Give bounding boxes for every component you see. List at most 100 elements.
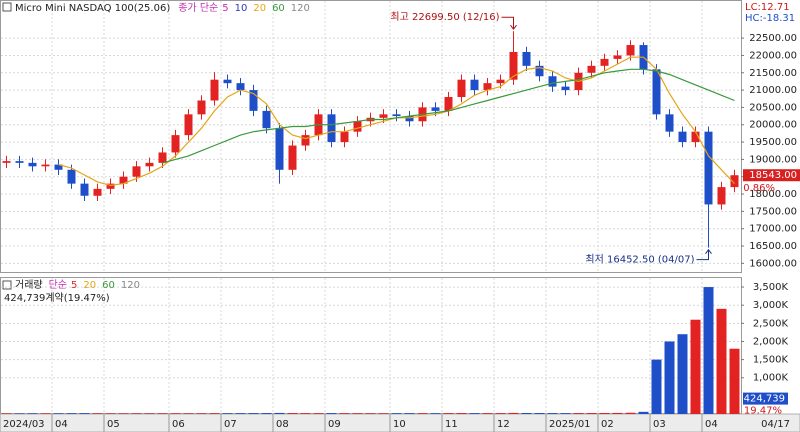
volume-info: 424,739계약(19.47%) xyxy=(4,292,110,304)
candle-body xyxy=(522,51,531,66)
y-tick-label: 2,500K xyxy=(753,318,789,329)
volume-bar xyxy=(625,412,636,414)
high-arrow xyxy=(501,16,517,31)
checkbox[interactable] xyxy=(2,2,12,12)
candle-body xyxy=(223,79,232,84)
low-arrow xyxy=(696,248,712,261)
volume-bar xyxy=(703,287,714,414)
candle-body xyxy=(431,107,440,111)
volume-bar xyxy=(378,413,389,414)
candle-body xyxy=(652,69,661,115)
y-tick-label: 21000.00 xyxy=(749,85,797,96)
candle-body xyxy=(210,79,219,101)
legend-entry: 5 xyxy=(222,3,228,14)
candle-body xyxy=(613,55,622,59)
volume-bar xyxy=(27,413,38,414)
volume-bar xyxy=(638,411,649,414)
volume-bar xyxy=(79,413,90,414)
volume-bar xyxy=(144,413,155,414)
y-tick-label: 19500.00 xyxy=(749,137,797,148)
volume-bar xyxy=(456,413,467,414)
candle-body xyxy=(184,114,193,136)
candle-body xyxy=(262,110,271,129)
volume-bar xyxy=(235,413,246,414)
x-tick-label: 12 xyxy=(497,419,510,430)
x-tick-label: 02 xyxy=(601,419,614,430)
y-tick-label: 3,500K xyxy=(753,282,789,293)
candle-body xyxy=(197,100,206,115)
volume-bar xyxy=(1,413,12,414)
candle-body xyxy=(600,58,609,66)
volume-bar xyxy=(690,319,701,414)
volume-bar xyxy=(404,413,415,414)
candle-body xyxy=(54,164,63,170)
ma-label: 단순 xyxy=(49,279,67,291)
candle-body xyxy=(249,90,258,111)
volume-bar xyxy=(443,413,454,414)
volume-bar xyxy=(664,341,675,414)
volume-bar xyxy=(196,413,207,414)
volume-bar xyxy=(560,413,571,414)
x-tick-label: 04 xyxy=(705,419,718,430)
volume-bar xyxy=(209,413,220,414)
candle-body xyxy=(41,164,50,167)
volume-bar xyxy=(92,413,103,414)
candle-body xyxy=(67,169,76,184)
volume-bar xyxy=(482,413,493,414)
y-tick-label: 19000.00 xyxy=(749,154,797,165)
x-tick-label: 2024/03 xyxy=(3,419,45,430)
x-tick-label: 2025/01 xyxy=(549,419,591,430)
last-volume-box xyxy=(743,392,788,405)
volume-bar xyxy=(261,413,272,414)
y-tick-label: 17500.00 xyxy=(749,206,797,217)
y-tick-label: 17000.00 xyxy=(749,224,797,235)
volume-bar xyxy=(534,413,545,414)
volume-bar xyxy=(183,413,194,414)
volume-bar xyxy=(365,413,376,414)
change-label: 0.86% xyxy=(743,183,775,194)
ma-label: 종가 단순 xyxy=(178,2,218,14)
y-tick-label: 18000.00 xyxy=(749,189,797,200)
hc-label: HC:-18.31 xyxy=(745,13,795,24)
volume-bar xyxy=(469,413,480,414)
volume-bar xyxy=(612,412,623,414)
x-tick-label: 03 xyxy=(653,419,666,430)
legend-entry: 60 xyxy=(272,3,285,14)
y-tick-label: 20500.00 xyxy=(749,102,797,113)
y-tick-label: 21500.00 xyxy=(749,68,797,79)
candle-body xyxy=(561,86,570,91)
y-tick-label: 3,000K xyxy=(753,300,789,311)
checkbox[interactable] xyxy=(2,280,12,290)
candle-body xyxy=(444,97,453,111)
volume-bar xyxy=(716,308,727,414)
candle-body xyxy=(145,162,154,167)
y-tick-label: 16500.00 xyxy=(749,241,797,252)
volume-bar xyxy=(430,413,441,414)
lc-label: LC:12.71 xyxy=(745,2,790,13)
candle-body xyxy=(106,183,115,189)
x-tick-label: 09 xyxy=(328,419,341,430)
high-annotation: 최고 22699.50 (12/16) xyxy=(390,11,499,23)
volume-bar xyxy=(495,413,506,414)
volume-bar xyxy=(131,413,142,414)
date-label: 04/17 xyxy=(761,419,790,430)
volume-bar xyxy=(508,412,519,414)
y-tick-label: 22500.00 xyxy=(749,33,797,44)
last-volume-label: 424,739 xyxy=(744,394,785,405)
candle-body xyxy=(379,114,388,118)
legend-entry: 20 xyxy=(83,280,96,291)
candle-body xyxy=(626,45,635,56)
candle-body xyxy=(158,152,167,163)
candle-body xyxy=(730,175,739,188)
volume-bar xyxy=(105,413,116,414)
last-price-label: 18543.00 xyxy=(749,170,797,181)
y-tick-label: 16000.00 xyxy=(749,258,797,269)
volume-bar xyxy=(547,413,558,414)
legend-entry: 10 xyxy=(235,3,248,14)
y-tick-label: 22000.00 xyxy=(749,50,797,61)
volume-bar xyxy=(352,413,363,414)
candle-body xyxy=(587,65,596,73)
candle-body xyxy=(28,162,37,167)
volume-bar xyxy=(14,413,25,414)
candle-body xyxy=(80,183,89,196)
